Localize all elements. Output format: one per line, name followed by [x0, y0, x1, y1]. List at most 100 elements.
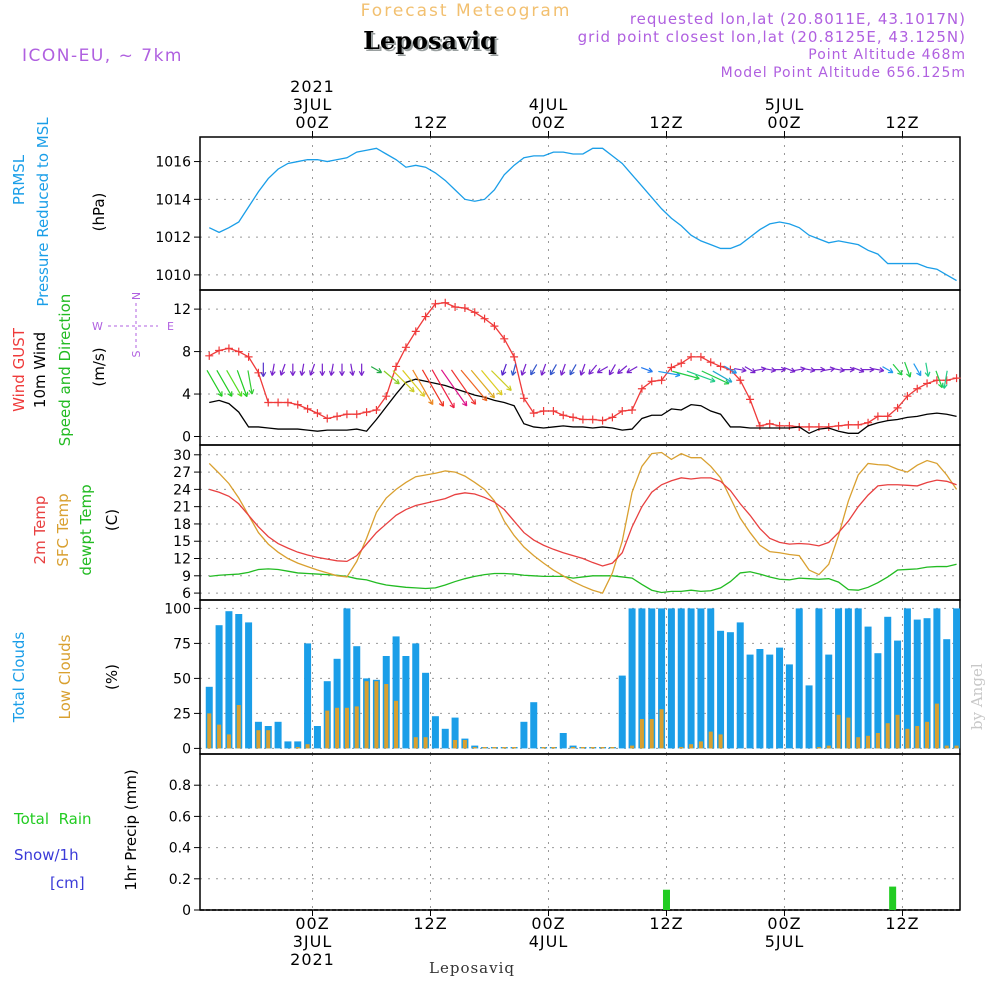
low-cloud-bar — [816, 747, 821, 749]
wind-direction-arrow — [450, 369, 477, 405]
wind-speed-line — [209, 378, 957, 435]
low-cloud-bar — [462, 740, 467, 749]
ytick-label: 21 — [173, 500, 191, 516]
wind-direction-arrow — [913, 363, 922, 377]
low-cloud-bar — [698, 741, 703, 749]
total-cloud-bar — [805, 685, 813, 749]
low-cloud-bar — [915, 726, 920, 749]
total-cloud-bar — [422, 672, 430, 749]
panels: 1010101210141016048126912151821242730025… — [155, 136, 961, 919]
low-cloud-bar — [236, 705, 241, 749]
compass-east: E — [167, 320, 174, 333]
gust-marker — [942, 376, 951, 385]
low-cloud-bar — [335, 707, 340, 749]
gust-marker — [470, 308, 479, 317]
total-cloud-bar — [854, 608, 862, 749]
wind-dir-label: Speed and Direction — [56, 294, 74, 447]
gust-marker — [923, 379, 932, 388]
low-cloud-bar — [885, 723, 890, 749]
time-label: 4JUL — [529, 95, 569, 114]
total-cloud-bar — [520, 721, 528, 749]
ytick-label: 25 — [173, 706, 191, 722]
total-cloud-bar — [687, 608, 695, 749]
model-altitude: Model Point Altitude 656.125m — [721, 65, 966, 81]
low-cloud-bar — [895, 714, 900, 749]
gust-marker — [667, 363, 676, 372]
temp-2m-line — [209, 477, 957, 567]
wind-direction-arrow — [339, 363, 345, 376]
low-cloud-bar — [305, 744, 310, 749]
wind-direction-arrow — [421, 369, 445, 407]
wind-direction-arrow — [260, 362, 267, 377]
total-cloud-bar — [441, 728, 449, 749]
gust-marker — [873, 412, 882, 421]
gust-marker — [736, 376, 745, 385]
gust-marker — [529, 409, 538, 418]
ytick-label: 12 — [173, 552, 191, 568]
low-cloud-bar — [649, 719, 654, 749]
panel-frame — [199, 753, 961, 911]
gust-marker — [628, 405, 637, 414]
time-label: 00Z — [767, 914, 801, 933]
gust-line — [208, 302, 957, 428]
gust-marker — [539, 407, 548, 416]
clouds-unit: (%) — [103, 664, 121, 690]
gust-marker — [323, 414, 332, 423]
wind-direction-arrow — [672, 370, 700, 381]
low-cloud-bar — [266, 730, 271, 749]
low-cloud-bar — [295, 747, 300, 749]
low-cloud-bar — [423, 737, 428, 749]
chart-subtitle: Forecast Meteogram — [361, 1, 572, 21]
wind-direction-arrow — [470, 369, 496, 399]
total-cloud-bar — [451, 717, 459, 749]
total-cloud-bar — [638, 608, 646, 749]
gust-marker — [913, 384, 922, 393]
ytick-label: 100 — [164, 601, 191, 617]
total-cloud-bar — [766, 654, 774, 749]
total-cloud-bar — [618, 675, 626, 749]
low-cloud-bar — [659, 709, 664, 749]
wind-direction-arrow — [569, 364, 577, 376]
wind-direction-arrow — [383, 370, 400, 385]
gust-marker — [293, 400, 302, 409]
total-cloud-bar — [402, 656, 410, 749]
wind-direction-arrow — [626, 366, 638, 374]
gust-marker — [303, 404, 312, 413]
wind-direction-arrow — [617, 365, 628, 375]
gust-marker — [952, 374, 961, 383]
wind-direction-arrow — [440, 369, 468, 407]
wind-direction-arrow — [328, 363, 335, 376]
time-label: 12Z — [649, 914, 683, 933]
low-cloud-bar — [374, 681, 379, 749]
temp-2m-label: 2m Temp — [31, 496, 49, 565]
time-label: 12Z — [413, 914, 447, 933]
wind-direction-arrow — [520, 363, 527, 376]
wind-gust-label: Wind GUST — [10, 327, 28, 412]
gust-marker — [234, 347, 243, 356]
gust-marker — [224, 344, 233, 353]
gust-marker — [441, 298, 450, 307]
low-cloud-bar — [344, 707, 349, 749]
grid-coords: grid point closest lon,lat (20.8125E, 43… — [578, 28, 966, 46]
wind-10m-label: 10m Wind — [31, 332, 49, 408]
total-cloud-bar — [884, 616, 892, 749]
gust-marker — [500, 334, 509, 343]
low-cloud-bar — [836, 714, 841, 749]
ytick-label: 0.2 — [169, 872, 191, 888]
wind-direction-arrow — [226, 370, 243, 397]
low-cloud-bar — [944, 745, 949, 749]
gust-marker — [460, 304, 469, 313]
compass-west: W — [92, 320, 103, 333]
low-cloud-bar — [679, 747, 684, 749]
time-label: 00Z — [531, 914, 565, 933]
low-cloud-bar — [413, 737, 418, 749]
gust-marker — [215, 346, 224, 355]
gust-marker — [824, 422, 833, 431]
compass-south: S — [130, 350, 143, 357]
gust-marker — [893, 403, 902, 412]
wind-direction-arrow — [734, 367, 747, 373]
total-cloud-bar — [776, 647, 784, 749]
time-label: 00Z — [295, 113, 329, 132]
